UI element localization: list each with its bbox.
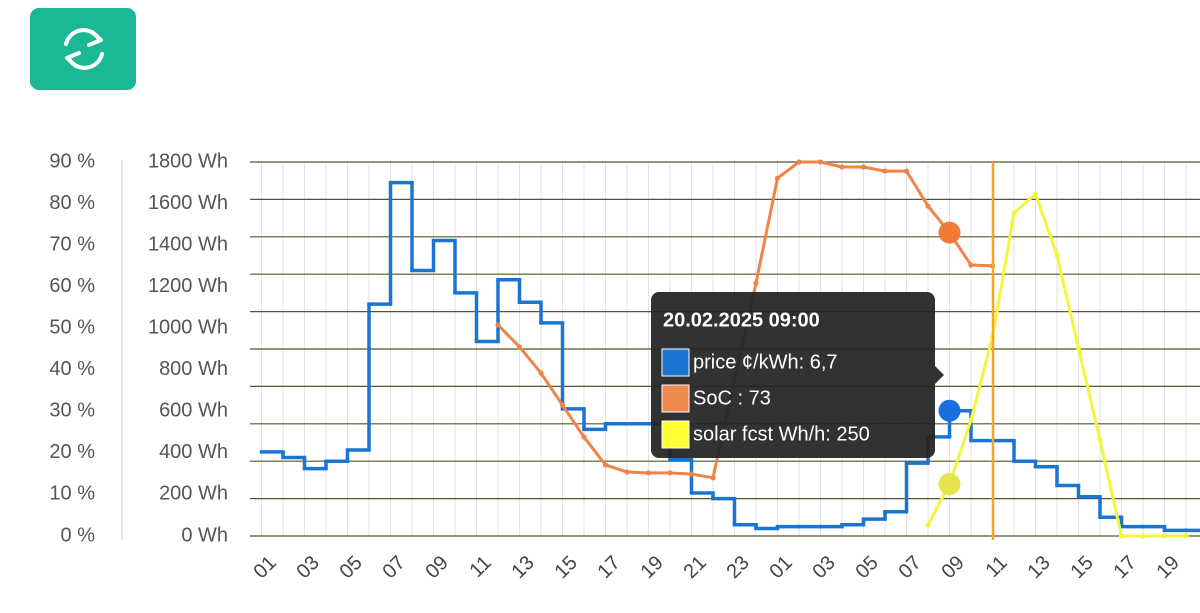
- point: [817, 159, 824, 165]
- point: [774, 175, 781, 181]
- y2-tick-label: 1400 Wh: [148, 233, 228, 255]
- point: [882, 168, 888, 174]
- point: [753, 280, 759, 286]
- point: [645, 470, 652, 476]
- point: [968, 417, 974, 423]
- plot: [259, 159, 1200, 539]
- point: [688, 471, 695, 477]
- x-tick-label: 17: [1109, 552, 1140, 583]
- point: [1075, 345, 1082, 351]
- x-tick-label: 11: [982, 552, 1012, 582]
- x-tick-label: 07: [894, 552, 925, 583]
- point: [495, 322, 501, 328]
- point: [538, 370, 544, 376]
- x-tick-label: 03: [292, 552, 323, 583]
- point: [1140, 533, 1146, 539]
- point: [839, 164, 845, 170]
- tooltip-swatch: [661, 384, 690, 413]
- y2-tick-label: 1800 Wh: [148, 150, 228, 172]
- point: [516, 344, 523, 350]
- point: [903, 168, 910, 174]
- point: [860, 164, 867, 170]
- x-tick-label: 13: [1023, 552, 1054, 583]
- x-tick-label: 03: [808, 552, 839, 583]
- x-tick-label: 15: [1066, 552, 1097, 583]
- point: [1161, 533, 1168, 539]
- highlight-markers: [938, 221, 961, 496]
- point: [1097, 437, 1103, 443]
- x-tick-label: 09: [421, 552, 452, 583]
- y-tick-label: 60 %: [49, 275, 95, 297]
- refresh-arrow: [87, 30, 103, 47]
- y2-tick-label: 200 Wh: [159, 483, 228, 505]
- y2-tick-label: 0 Wh: [181, 524, 228, 546]
- point: [796, 159, 802, 165]
- x-tick-label: 09: [937, 552, 968, 583]
- x-tick-label: 01: [765, 552, 796, 583]
- x-tick-label: 05: [851, 552, 882, 583]
- point: [710, 475, 716, 481]
- x-tick-label: 21: [679, 552, 710, 583]
- y2-tick-label: 1600 Wh: [148, 192, 228, 214]
- x-tick-label: 19: [1152, 552, 1183, 583]
- x-tick-label: 17: [593, 552, 624, 583]
- x-tick-label: 11: [466, 552, 496, 582]
- y-tick-label: 50 %: [49, 317, 95, 339]
- tooltip-item: price ¢/kWh: 6,7: [693, 351, 838, 373]
- tooltip-item: SoC : 73: [693, 387, 771, 409]
- x-tick-label: 01: [249, 552, 280, 583]
- point: [1032, 191, 1039, 197]
- y-tick-label: 80 %: [49, 192, 95, 214]
- x-tick-label: 07: [378, 552, 409, 583]
- point: [925, 203, 931, 209]
- tooltip-title: 20.02.2025 09:00: [663, 309, 820, 331]
- tooltip-swatch: [661, 348, 690, 377]
- tooltip-bg: [651, 292, 935, 458]
- point: [968, 262, 974, 268]
- refresh-arrow: [65, 51, 81, 68]
- point: [559, 402, 566, 408]
- y-tick-label: 10 %: [49, 483, 95, 505]
- x-tick-label: 13: [507, 552, 538, 583]
- highlight-marker: [938, 221, 961, 244]
- y2-tick-label: 600 Wh: [159, 400, 228, 422]
- point: [624, 469, 630, 475]
- y2-tick-label: 1000 Wh: [148, 317, 228, 339]
- y-tick-label: 0 %: [61, 524, 96, 546]
- point: [667, 470, 673, 476]
- y-tick-label: 30 %: [49, 400, 95, 422]
- tooltip: 20.02.2025 09:00 price ¢/kWh: 6,7 SoC : 7…: [651, 292, 944, 458]
- y-tick-label: 40 %: [49, 358, 95, 380]
- x-tick-label: 19: [636, 552, 667, 583]
- x-tick-label: 05: [335, 552, 366, 583]
- y-tick-label: 20 %: [49, 441, 95, 463]
- y2-tick-label: 800 Wh: [159, 358, 228, 380]
- highlight-marker: [938, 473, 961, 496]
- highlight-marker: [938, 399, 961, 422]
- y2-tick-label: 400 Wh: [159, 441, 228, 463]
- refresh-button[interactable]: [30, 8, 136, 90]
- point: [1118, 533, 1125, 539]
- point: [1011, 210, 1017, 216]
- point: [602, 462, 609, 468]
- tooltip-item: solar fcst Wh/h: 250: [693, 423, 870, 445]
- point: [1183, 533, 1189, 539]
- x-tick-label: 15: [550, 552, 581, 583]
- point: [925, 522, 931, 528]
- y-tick-label: 70 %: [49, 233, 95, 255]
- y-tick-label: 90 %: [49, 150, 95, 172]
- refresh-button-bg[interactable]: [30, 8, 136, 90]
- tooltip-swatch: [661, 420, 690, 449]
- point: [1054, 252, 1060, 258]
- tooltip-caret: [935, 366, 944, 384]
- x-tick-label: 23: [722, 552, 753, 583]
- point: [581, 434, 587, 440]
- y2-tick-label: 1200 Wh: [148, 275, 228, 297]
